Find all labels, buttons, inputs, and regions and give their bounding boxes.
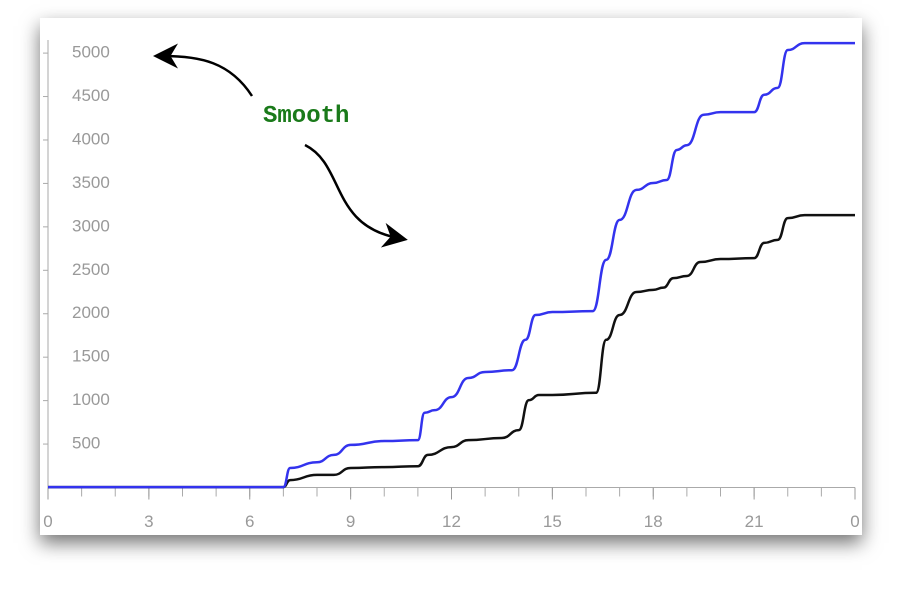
series-line [48,41,855,489]
x-tick-label: 12 [442,512,461,531]
chart-panel [40,18,862,535]
y-tick-label: 2000 [72,303,110,322]
x-tick-label: 21 [745,512,764,531]
series-line [48,213,855,489]
x-tick-label: 0 [850,512,859,531]
x-tick-label: 9 [346,512,355,531]
x-tick-label: 3 [144,512,153,531]
y-tick-label: 4500 [72,86,110,105]
x-tick-label: 6 [245,512,254,531]
y-tick-label: 2500 [72,260,110,279]
annotation: Smooth [263,103,349,130]
y-tick-label: 1000 [72,390,110,409]
x-tick-label: 0 [43,512,52,531]
y-tick-label: 500 [72,434,100,453]
x-tick-label: 18 [644,512,663,531]
y-tick-label: 1500 [72,347,110,366]
y-tick-label: 5000 [72,43,110,62]
y-tick-label: 3000 [72,216,110,235]
arrow [153,43,254,97]
x-tick-label: 15 [543,512,562,531]
arrow [304,143,408,248]
y-tick-label: 3500 [72,173,110,192]
y-tick-label: 4000 [72,129,110,148]
